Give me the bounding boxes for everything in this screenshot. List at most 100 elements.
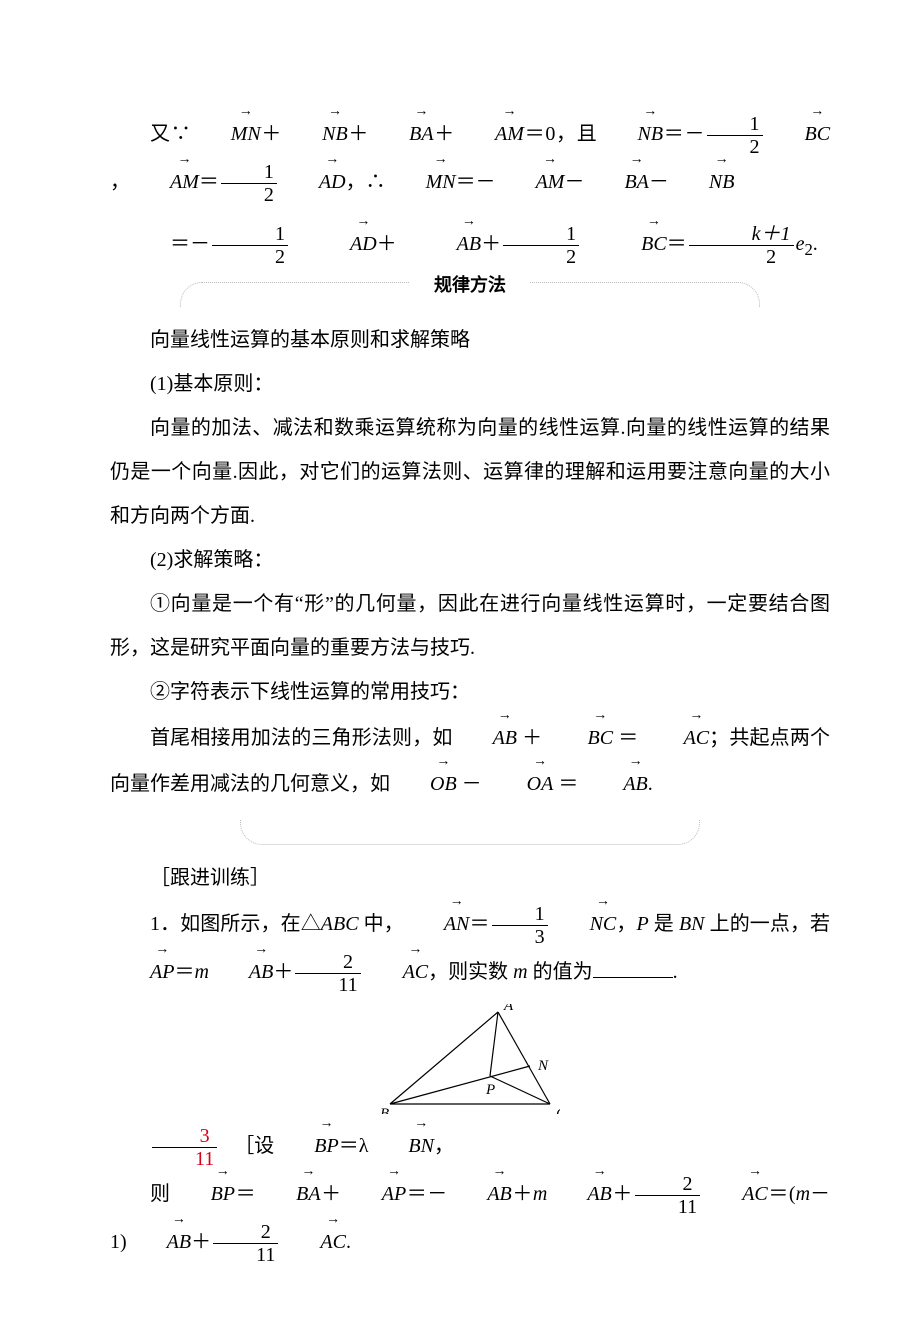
frac-half: 12 <box>212 223 288 268</box>
tri-ABC: ABC <box>321 913 359 935</box>
question-1: 1．如图所示，在△ABC 中，AN＝13NC，P 是 BN 上的一点，若AP＝m… <box>110 900 830 996</box>
frac-half: 12 <box>221 161 277 206</box>
text: ，则实数 <box>428 961 513 983</box>
op: ＋ <box>377 233 397 255</box>
triangle-figure: ABCNP <box>380 1004 560 1114</box>
m: m <box>194 961 208 983</box>
svg-text:N: N <box>537 1058 549 1074</box>
page: 又∵MN＋NB＋BA＋AM＝0，且NB＝－12BC，AM＝12AD，∴MN＝－A… <box>0 0 920 1326</box>
equation-line-1: 又∵MN＋NB＋BA＋AM＝0，且NB＝－12BC，AM＝12AD，∴MN＝－A… <box>110 110 830 206</box>
frac-half: 12 <box>503 223 579 268</box>
text: ［设 <box>234 1135 274 1157</box>
vec-AC: AC <box>644 714 710 760</box>
text: 又∵ <box>150 123 191 145</box>
op: ＋ <box>512 1183 533 1205</box>
op: ＋ <box>321 1183 342 1205</box>
P: P <box>636 913 648 935</box>
vec-MN: MN <box>191 110 261 156</box>
op: ＋ <box>191 1231 211 1253</box>
m: m <box>796 1183 810 1205</box>
rule-p4: ①向量是一个有“形”的几何量，因此在进行向量线性运算时，一定要结合图形，这是研究… <box>110 582 830 670</box>
rule-p1: (1)基本原则： <box>110 362 830 406</box>
text: . <box>813 233 818 255</box>
text: . <box>346 1231 351 1253</box>
vec-NB: NB <box>669 158 735 204</box>
text: ， <box>616 913 636 935</box>
rule-title: 向量线性运算的基本原则和求解策略 <box>110 318 830 362</box>
text: 是 <box>649 913 679 935</box>
vec-NC: NC <box>550 900 617 946</box>
op: ＋ <box>481 233 501 255</box>
vec-AB: AB <box>397 220 481 266</box>
vec-AP: AP <box>342 1170 406 1216</box>
op: ＝ <box>199 171 219 193</box>
op: ＝－ <box>663 123 704 145</box>
op: ＋ <box>434 123 455 145</box>
text: ， <box>110 171 130 193</box>
vec-AD: AD <box>290 220 377 266</box>
vec-MN: MN <box>386 158 456 204</box>
text: 首尾相接用加法的三角形法则，如 <box>150 727 453 749</box>
vec-AM: AM <box>130 158 199 204</box>
text: . <box>673 961 678 983</box>
op: ＝λ <box>339 1135 369 1157</box>
text: 的值为 <box>528 961 593 983</box>
text: 1．如图所示，在△ <box>150 913 321 935</box>
frac-kplus1-2: k＋12 <box>689 223 794 268</box>
op: ＋ <box>261 123 282 145</box>
rule-p2: 向量的加法、减法和数乘运算统称为向量的线性运算.向量的线性运算的结果仍是一个向量… <box>110 406 830 538</box>
frac-2-11: 211 <box>295 951 360 996</box>
op: ＝－ <box>456 171 496 193</box>
op: ＋ <box>348 123 369 145</box>
text: ，∴ <box>346 171 386 193</box>
op: ＝ <box>667 233 687 255</box>
svg-text:A: A <box>503 1004 514 1014</box>
vec-BA: BA <box>584 158 648 204</box>
rule-p3: (2)求解策略： <box>110 538 830 582</box>
text: 中， <box>359 913 404 935</box>
frac-2-11: 211 <box>635 1173 700 1218</box>
text: ＝0，且 <box>524 123 598 145</box>
vec-AB: AB <box>583 760 647 806</box>
op: － <box>564 171 584 193</box>
followup-header: ［跟进训练］ <box>110 856 830 900</box>
op: － <box>649 171 669 193</box>
op: ＝－ <box>406 1183 447 1205</box>
frac-1-3: 13 <box>492 903 548 948</box>
vec-OA: OA <box>487 760 554 806</box>
rule-label: 规律方法 <box>410 271 530 297</box>
svg-text:C: C <box>556 1106 560 1114</box>
vec-AM: AM <box>496 158 565 204</box>
m: m <box>533 1183 547 1205</box>
vec-AP: AP <box>110 948 174 994</box>
text: 上的一点，若 <box>705 913 831 935</box>
text: 则 <box>150 1183 171 1205</box>
equation-line-2: ＝－12AD＋AB＋12BC＝k＋12e2. <box>110 220 830 269</box>
text: ＋ <box>273 961 293 983</box>
op: ＝ <box>235 1183 256 1205</box>
vec-AC: AC <box>280 1218 346 1264</box>
vec-AD: AD <box>279 158 346 204</box>
text: . <box>648 773 653 795</box>
rule-p6: 首尾相接用加法的三角形法则，如AB ＋ BC ＝ AC；共起点两个向量作差用减法… <box>110 714 830 806</box>
op: ＝( <box>768 1183 796 1205</box>
vec-AB: AB <box>127 1218 191 1264</box>
BN: BN <box>679 913 705 935</box>
frac-2-11: 211 <box>213 1221 278 1266</box>
m: m <box>513 961 527 983</box>
vec-OB: OB <box>390 760 457 806</box>
vec-AB: AB <box>547 1170 611 1216</box>
rule-separator-close <box>110 820 830 846</box>
vec-AB: AB <box>447 1170 511 1216</box>
vec-BC: BC <box>581 220 667 266</box>
op: ＝－ <box>170 233 210 255</box>
vec-AB: AB <box>209 948 273 994</box>
text: ， <box>434 1135 454 1157</box>
vec-AC: AC <box>363 948 429 994</box>
solution-line: 则BP＝BA＋AP＝－AB＋mAB＋211AC＝(m－1)AB＋211AC. <box>110 1170 830 1266</box>
vec-BC: BC <box>765 110 831 156</box>
rule-separator-open: 规律方法 <box>110 282 830 308</box>
vec-AC: AC <box>702 1170 768 1216</box>
blank <box>593 977 673 978</box>
op: ＋ <box>612 1183 633 1205</box>
